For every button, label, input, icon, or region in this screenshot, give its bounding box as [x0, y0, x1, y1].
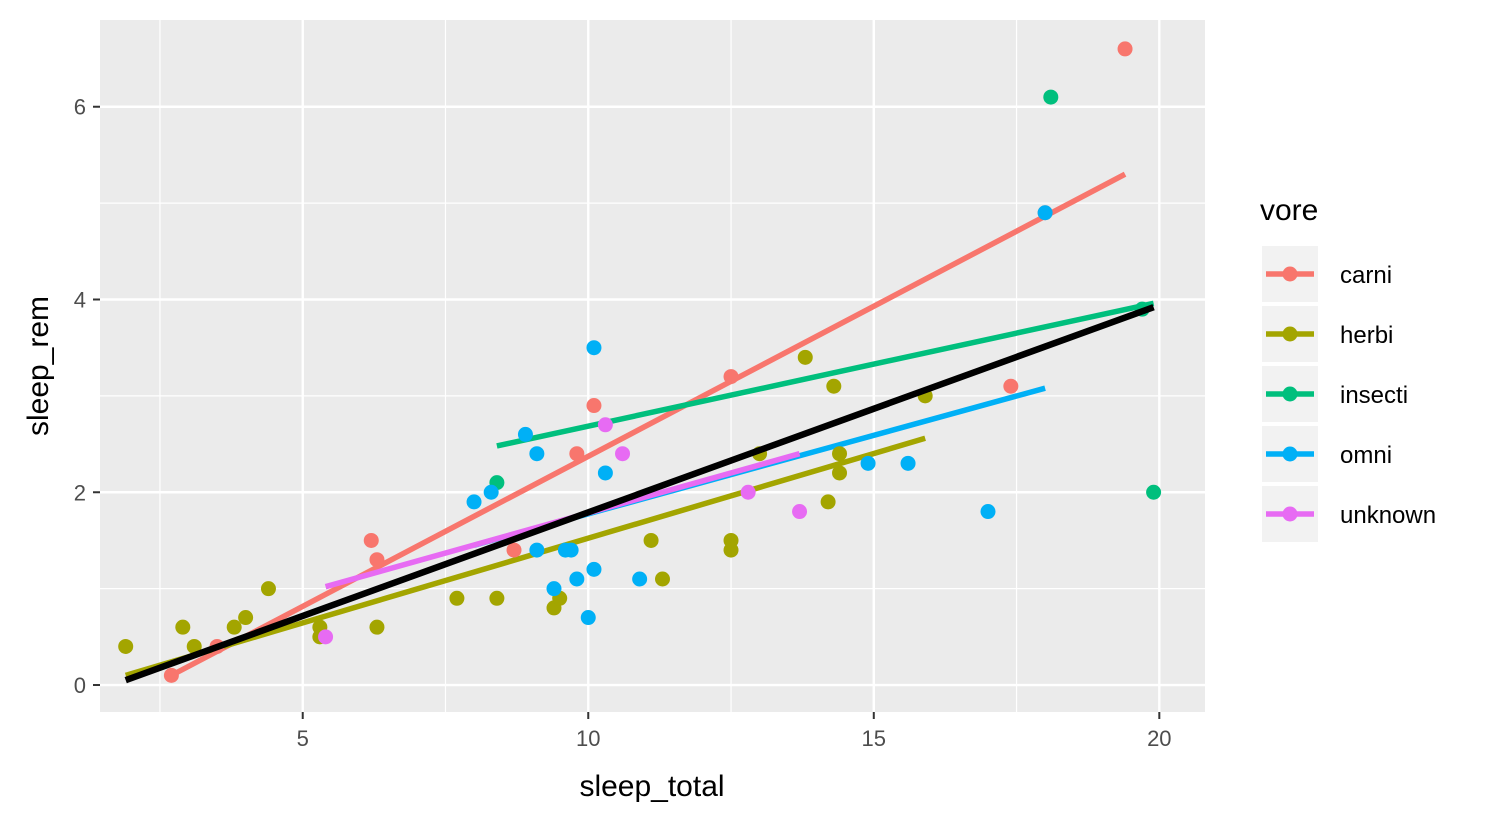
point-unknown: [792, 504, 808, 520]
point-omni: [529, 542, 545, 558]
point-omni: [597, 465, 613, 481]
panel-background: [100, 20, 1205, 712]
point-herbi: [186, 638, 202, 654]
point-carni: [1003, 378, 1019, 394]
point-herbi: [654, 571, 670, 587]
x-tick-label: 15: [862, 726, 886, 751]
legend-label-insecti: insecti: [1340, 382, 1408, 409]
legend-label-omni: omni: [1340, 442, 1392, 469]
point-herbi: [260, 581, 276, 597]
point-carni: [363, 532, 379, 548]
point-herbi: [489, 590, 505, 606]
legend: vore carni herbi insecti omni unknown: [1260, 194, 1436, 542]
point-herbi: [643, 532, 659, 548]
legend-title: vore: [1260, 194, 1318, 227]
legend-key-point-carni: [1282, 266, 1298, 282]
point-unknown: [615, 446, 631, 462]
point-carni: [369, 552, 385, 568]
point-omni: [980, 504, 996, 520]
point-carni: [163, 667, 179, 683]
y-tick-label: 2: [74, 480, 86, 505]
point-omni: [586, 340, 602, 356]
point-herbi: [369, 619, 385, 635]
point-herbi: [226, 619, 242, 635]
x-tick-label: 20: [1147, 726, 1171, 751]
overall-fit: [124, 304, 1155, 684]
point-herbi: [723, 542, 739, 558]
overall-fit-line: [124, 304, 1155, 684]
point-omni: [483, 484, 499, 500]
point-omni: [529, 446, 545, 462]
point-unknown: [318, 629, 334, 645]
fit-line-herbi: [124, 435, 926, 679]
point-omni: [569, 571, 585, 587]
axes: 5 10 15 20 0 2 4 6: [74, 95, 1172, 751]
point-omni: [517, 426, 533, 442]
legend-key-point-insecti: [1282, 386, 1298, 402]
legend-key-point-unknown: [1282, 506, 1298, 522]
x-axis-title: sleep_total: [579, 770, 724, 803]
point-herbi: [832, 465, 848, 481]
point-carni: [723, 369, 739, 385]
y-tick-label: 6: [74, 95, 86, 120]
legend-label-herbi: herbi: [1340, 322, 1393, 349]
point-herbi: [238, 610, 254, 626]
legend-key-point-herbi: [1282, 326, 1298, 342]
point-omni: [1037, 205, 1053, 221]
point-omni: [563, 542, 579, 558]
point-herbi: [175, 619, 191, 635]
legend-key-point-omni: [1282, 446, 1298, 462]
point-insecti: [1146, 484, 1162, 500]
point-herbi: [820, 494, 836, 510]
point-omni: [546, 581, 562, 597]
point-unknown: [740, 484, 756, 500]
point-herbi: [118, 638, 134, 654]
point-herbi: [449, 590, 465, 606]
legend-label-carni: carni: [1340, 262, 1392, 289]
point-unknown: [597, 417, 613, 433]
y-axis-title: sleep_rem: [22, 296, 55, 436]
x-tick-label: 10: [576, 726, 600, 751]
point-omni: [466, 494, 482, 510]
fit-line-carni: [170, 171, 1127, 678]
y-tick-label: 0: [74, 673, 86, 698]
point-herbi: [826, 378, 842, 394]
point-herbi: [797, 349, 813, 365]
point-omni: [900, 455, 916, 471]
point-omni: [632, 571, 648, 587]
x-tick-label: 5: [297, 726, 309, 751]
point-carni: [586, 398, 602, 414]
legend-label-unknown: unknown: [1340, 502, 1436, 529]
point-herbi: [832, 446, 848, 462]
point-omni: [580, 610, 596, 626]
point-carni: [569, 446, 585, 462]
point-omni: [586, 561, 602, 577]
point-insecti: [1043, 89, 1059, 105]
point-omni: [860, 455, 876, 471]
y-tick-label: 4: [74, 287, 86, 312]
point-carni: [1117, 41, 1133, 57]
point-carni: [506, 542, 522, 558]
